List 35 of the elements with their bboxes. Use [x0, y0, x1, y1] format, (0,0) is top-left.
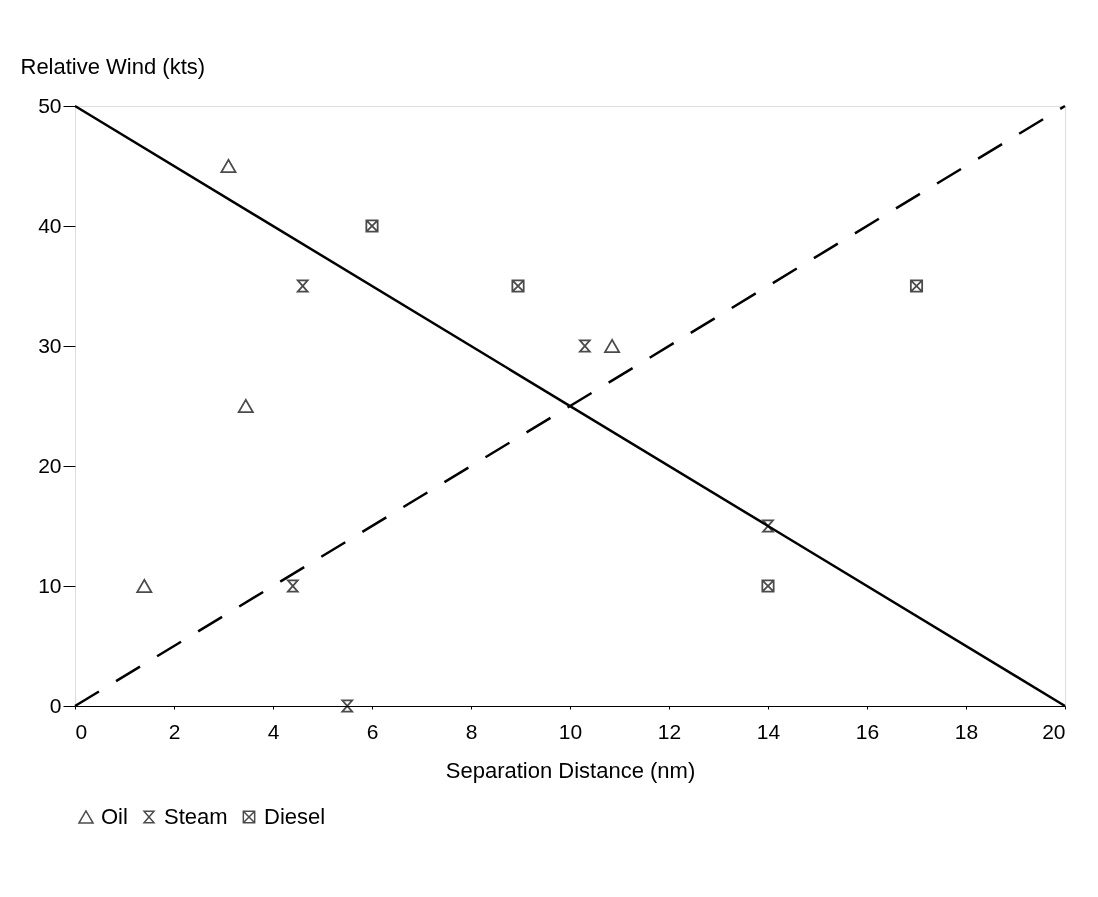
point: [237, 398, 254, 414]
point: [579, 339, 591, 353]
point: [762, 519, 774, 533]
x-tick-label: 8: [465, 719, 478, 743]
point: [365, 219, 379, 233]
x-tick-label: 10: [558, 719, 583, 743]
point: [909, 279, 924, 293]
legend-label: Diesel: [264, 804, 326, 829]
point: [220, 158, 237, 174]
legend-label: Steam: [164, 804, 228, 829]
y-tick-label: 20: [38, 453, 62, 477]
y-tick-label: 50: [38, 93, 62, 117]
y-tick-label: 40: [38, 213, 62, 237]
x-tick-label: 20: [1042, 719, 1066, 743]
x-tick-label: 14: [756, 719, 781, 743]
x-tick-label: 18: [954, 719, 979, 743]
point: [761, 579, 775, 593]
y-tick-label: 30: [38, 333, 62, 357]
x-tick-label: 16: [855, 719, 880, 743]
point: [296, 279, 309, 293]
y-axis-title: Relative Wind (kts): [20, 53, 206, 79]
x-axis-title: Separation Distance (nm): [445, 757, 696, 783]
point: [604, 338, 621, 354]
x-tick-label: 0: [75, 719, 88, 743]
legend-label: Oil: [101, 804, 128, 829]
x-tick-label: 4: [267, 719, 280, 743]
x-tick-label: 2: [168, 719, 181, 743]
x-tick-label: 12: [657, 719, 682, 743]
point: [341, 699, 354, 713]
point: [511, 279, 525, 293]
x-tick-label: 6: [366, 719, 379, 743]
point: [286, 579, 299, 593]
point: [136, 578, 153, 594]
y-tick-label: 0: [49, 693, 62, 717]
y-tick-label: 10: [38, 573, 62, 597]
